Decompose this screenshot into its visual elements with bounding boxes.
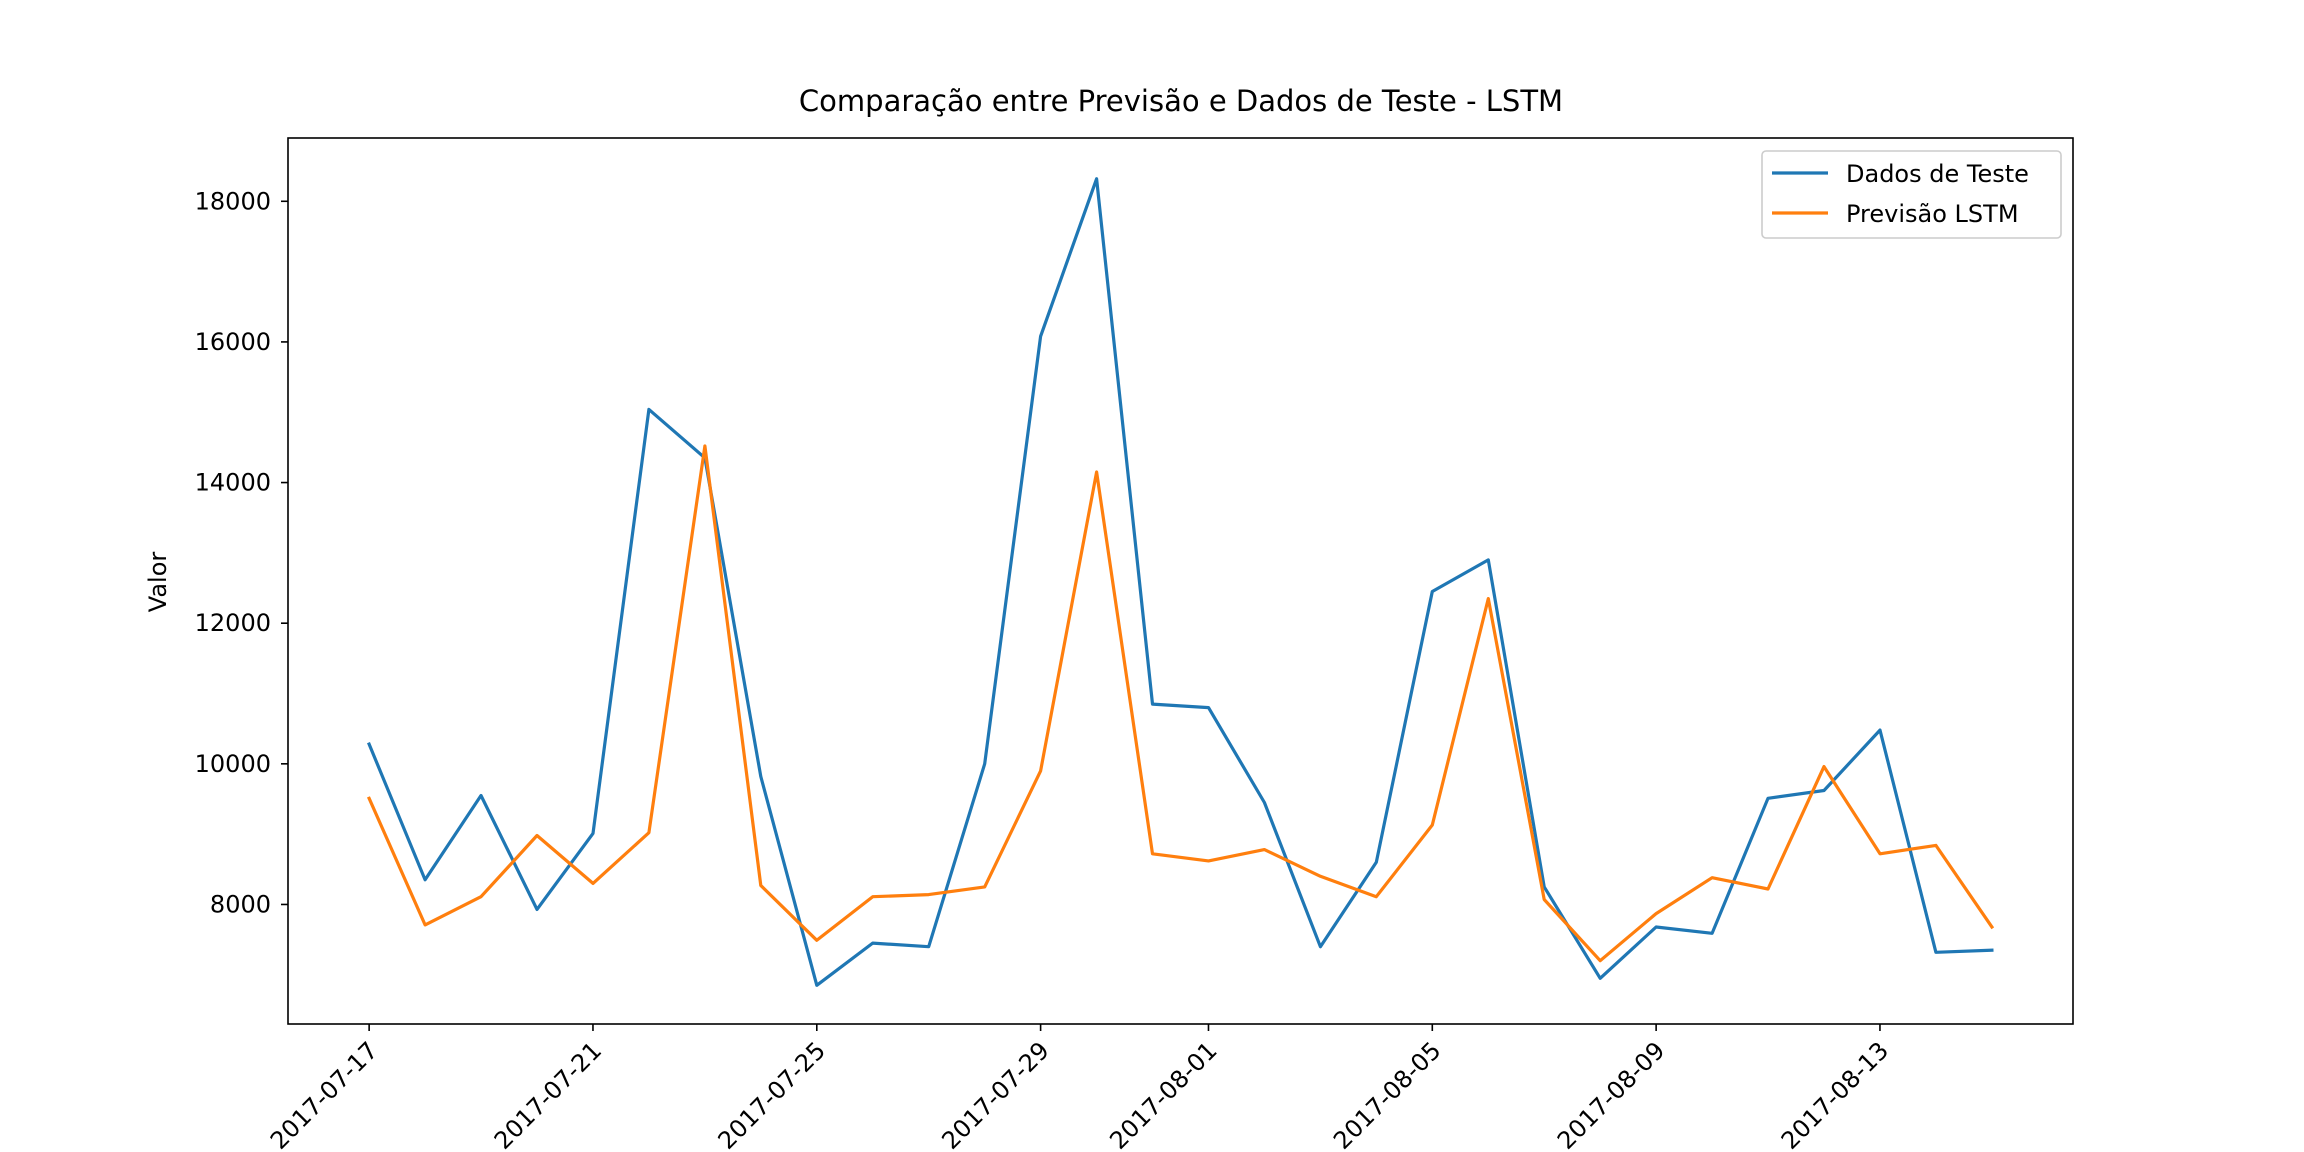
series-line-1 [367,177,1994,987]
y-tick-label: 10000 [195,750,271,778]
legend-box [1761,150,2062,239]
y-tick-label: 8000 [210,890,271,918]
y-tick-label: 16000 [195,328,271,356]
y-tick-label: 12000 [195,609,271,637]
series-line-2 [366,444,1995,963]
y-tick-label: 14000 [195,469,271,497]
y-tick-label: 18000 [195,187,271,215]
y-axis-label: Valor [144,552,172,613]
legend-label-2: Previsão LSTM [1846,200,2019,228]
plot-frame [287,137,2074,1025]
series-layer [366,177,1995,987]
chart-title: Comparação entre Previsão e Dados de Tes… [799,84,1563,118]
legend: Dados de Teste Previsão LSTM [1761,150,2062,239]
legend-label-1: Dados de Teste [1846,160,2029,188]
